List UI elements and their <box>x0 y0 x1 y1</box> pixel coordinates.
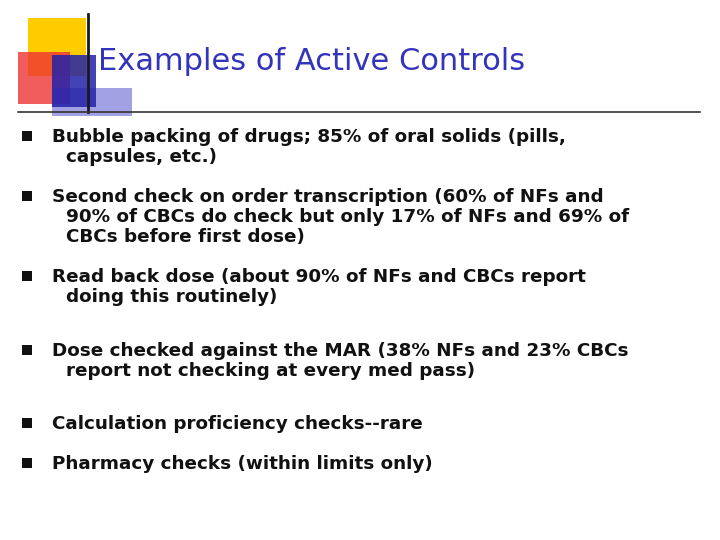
Bar <box>22 345 32 355</box>
Text: 90% of CBCs do check but only 17% of NFs and 69% of: 90% of CBCs do check but only 17% of NFs… <box>66 208 629 226</box>
Text: Dose checked against the MAR (38% NFs and 23% CBCs: Dose checked against the MAR (38% NFs an… <box>52 342 629 360</box>
Bar <box>52 55 96 107</box>
Text: Pharmacy checks (within limits only): Pharmacy checks (within limits only) <box>52 455 433 473</box>
Text: Calculation proficiency checks--rare: Calculation proficiency checks--rare <box>52 415 423 433</box>
Text: Examples of Active Controls: Examples of Active Controls <box>98 48 525 77</box>
Text: CBCs before first dose): CBCs before first dose) <box>66 228 305 246</box>
Text: capsules, etc.): capsules, etc.) <box>66 148 217 166</box>
Text: Second check on order transcription (60% of NFs and: Second check on order transcription (60%… <box>52 188 603 206</box>
Text: doing this routinely): doing this routinely) <box>66 288 277 306</box>
Bar <box>28 18 86 76</box>
Text: Read back dose (about 90% of NFs and CBCs report: Read back dose (about 90% of NFs and CBC… <box>52 268 586 286</box>
Text: report not checking at every med pass): report not checking at every med pass) <box>66 362 475 380</box>
Bar <box>22 271 32 281</box>
Bar <box>22 191 32 201</box>
Bar <box>18 52 70 104</box>
Bar <box>52 88 132 116</box>
Text: Bubble packing of drugs; 85% of oral solids (pills,: Bubble packing of drugs; 85% of oral sol… <box>52 128 566 146</box>
Bar <box>22 418 32 428</box>
Bar <box>22 458 32 468</box>
Bar <box>22 131 32 141</box>
